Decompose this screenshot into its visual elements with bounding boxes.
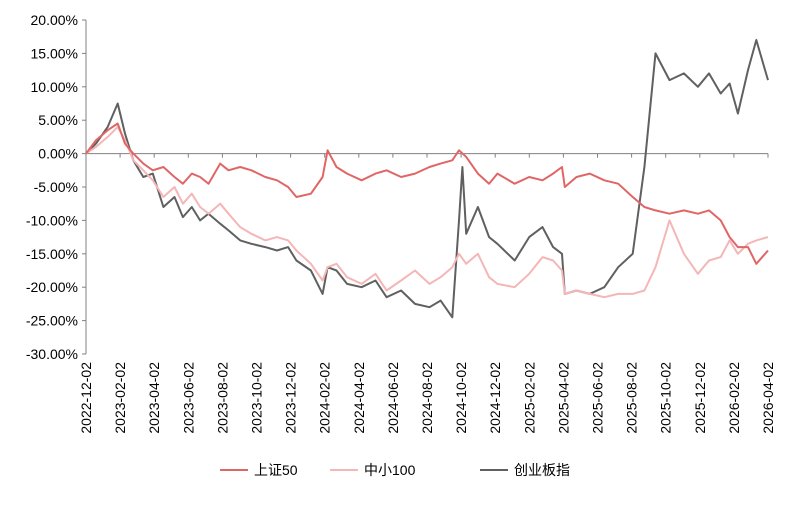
x-tick-label: 2026-04-02 [760,362,776,434]
y-tick-label: 10.00% [31,79,78,95]
x-tick-label: 2024-08-02 [419,362,435,434]
x-tick-label: 2024-10-02 [453,362,469,434]
axes: 20.00% 15.00% 10.00% 5.00% 0.00% -5.00% -10.00… [26,12,776,434]
series-line [85,125,769,299]
series-line [85,39,769,319]
x-tick-label: 2023-02-02 [112,362,128,434]
x-tick-label: 2025-02-02 [521,362,537,434]
x-tick-label: 2025-04-02 [555,362,571,434]
x-tick-label: 2026-02-02 [726,362,742,434]
y-tick-label: -30.00% [26,346,78,362]
x-tick-label: 2024-04-02 [351,362,367,434]
x-tick-label: 2023-06-02 [180,362,196,434]
x-tick-label: 2023-12-02 [283,362,299,434]
series-group [85,39,769,319]
legend-label: 创业板指 [514,462,570,478]
legend: 上证50 中小100 创业板指 [220,462,570,478]
x-tick-label: 2025-10-02 [658,362,674,434]
x-tick-label: 2024-06-02 [385,362,401,434]
x-tick-label: 2024-02-02 [317,362,333,434]
y-tick-label: 20.00% [31,12,78,28]
x-tick-label: 2025-08-02 [624,362,640,434]
y-tick-label: -10.00% [26,212,78,228]
y-tick-label: 15.00% [31,45,78,61]
x-tick-label: 2023-04-02 [146,362,162,434]
y-tick-label: -20.00% [26,279,78,295]
y-tick-label: -15.00% [26,246,78,262]
x-tick-label: 2023-10-02 [249,362,265,434]
legend-label: 上证50 [254,462,298,478]
y-tick-label: -5.00% [34,179,78,195]
legend-label: 中小100 [364,462,416,478]
x-tick-label: 2025-06-02 [590,362,606,434]
x-tick-label: 2023-08-02 [214,362,230,434]
x-tick-label: 2022-12-02 [78,362,94,434]
y-tick-label: 5.00% [38,112,78,128]
y-tick-label: 0.00% [38,146,78,162]
y-tick-label: -25.00% [26,313,78,329]
x-tick-label: 2024-12-02 [487,362,503,434]
x-tick-label: 2025-12-02 [692,362,708,434]
series-line [85,122,769,265]
